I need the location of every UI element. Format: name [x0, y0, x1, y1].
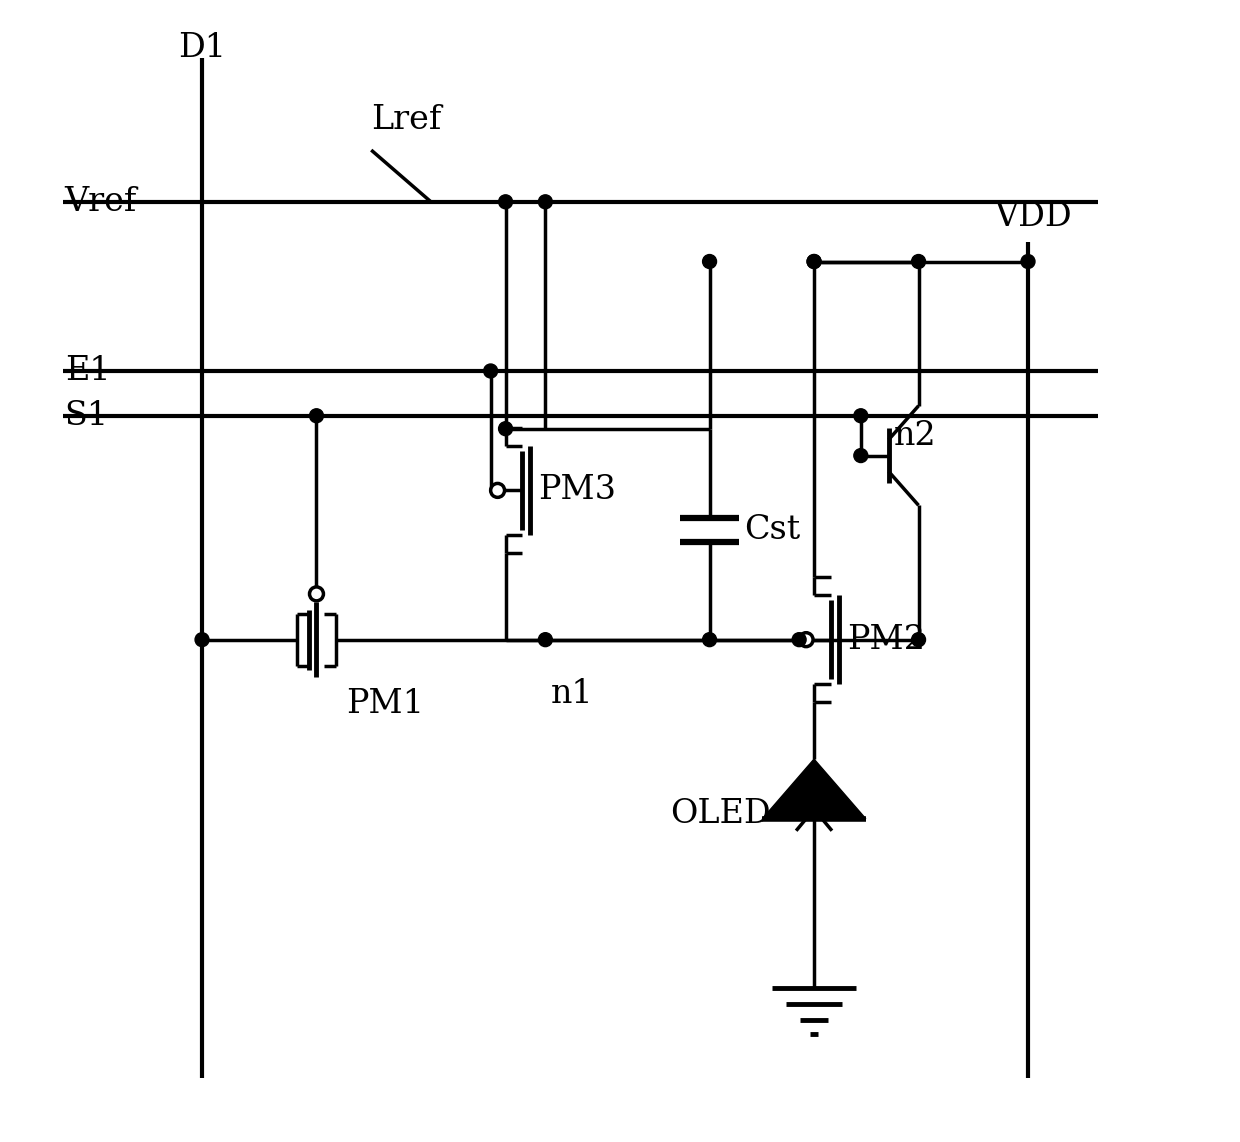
Circle shape [854, 409, 868, 423]
Circle shape [799, 633, 813, 646]
Text: S1: S1 [64, 400, 109, 432]
Text: VDD: VDD [994, 201, 1071, 233]
Circle shape [538, 195, 552, 209]
Text: PM3: PM3 [538, 474, 616, 506]
Circle shape [703, 255, 717, 268]
Circle shape [310, 587, 324, 601]
Circle shape [854, 449, 868, 463]
Circle shape [911, 255, 925, 268]
Circle shape [703, 633, 717, 646]
Text: PM2: PM2 [847, 624, 925, 656]
Circle shape [484, 364, 497, 378]
Circle shape [310, 409, 324, 423]
Text: E1: E1 [64, 355, 110, 387]
Circle shape [491, 483, 505, 498]
Circle shape [538, 633, 552, 646]
Circle shape [911, 633, 925, 646]
Text: Cst: Cst [744, 514, 801, 546]
Circle shape [807, 255, 821, 268]
Text: D1: D1 [179, 32, 226, 64]
Text: n1: n1 [551, 678, 593, 710]
Circle shape [807, 255, 821, 268]
Circle shape [195, 633, 210, 646]
Circle shape [1021, 255, 1035, 268]
Circle shape [498, 421, 512, 435]
Text: OLED: OLED [670, 798, 770, 830]
Text: PM1: PM1 [346, 689, 424, 721]
Circle shape [792, 633, 806, 646]
Polygon shape [763, 759, 866, 819]
Text: n2: n2 [894, 419, 936, 452]
Circle shape [498, 195, 512, 209]
Text: Lref: Lref [371, 104, 441, 136]
Text: Vref: Vref [64, 186, 136, 218]
